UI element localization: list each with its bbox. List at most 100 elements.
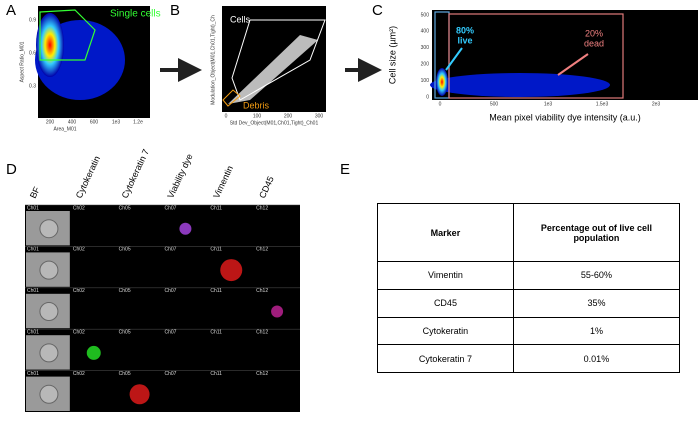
table-cell: Marker [377,203,514,262]
x-tick-label: 1.5e3 [596,101,609,107]
panel-label: A [6,2,16,19]
table-cell: 55-60% [512,261,681,290]
y-tick-label: 0.3 [29,83,36,89]
marker-table: Marker Percentage out of live cell popula… [377,203,681,373]
bf-cell [39,343,59,363]
channel-label: Ch02 [73,247,85,253]
channel-label: Ch11 [210,288,222,294]
x-axis-label: Area_M01 [53,126,76,132]
panel-label: E [340,161,350,178]
column-header: Cytokeratin [74,154,102,199]
stain [86,345,101,360]
y-tick-label: 400 [421,29,430,35]
channel-label: Ch12 [256,247,268,253]
y-axis-label: Cell size (µm²) [387,26,397,84]
channel-label: Ch05 [119,330,131,336]
channel-label: Ch07 [165,247,177,253]
gate-label: Debris [243,100,270,110]
y-tick-label: 0 [426,94,429,100]
channel-label: Ch05 [119,288,131,294]
channel-label: Ch05 [119,371,131,377]
table-cell: Vimentin [377,261,514,290]
bf-cell [39,219,59,239]
gate-label: Single cells [110,9,161,20]
channel-label: Ch01 [27,247,39,253]
gate-label: 80% [456,25,474,35]
table-row: Cytokeratin 7 0.01% [377,344,681,373]
stain [129,384,150,405]
panel-label: B [170,2,180,19]
table-cell: Percentage out of live cell population [512,203,681,262]
channel-label: Ch02 [73,330,85,336]
channel-label: Ch11 [210,330,222,336]
channel-label: Ch07 [165,288,177,294]
channel-label: Ch01 [27,371,39,377]
table-cell: 0.01% [512,344,681,373]
x-axis-label: Std Dev_Object(M01,Ch01,Tight)_Ch01 [230,120,319,126]
density-core [436,68,448,96]
channel-label: Ch07 [165,330,177,336]
y-tick-label: 500 [421,12,430,18]
table-row: Vimentin 55-60% [377,261,681,290]
channel-label: Ch12 [256,371,268,377]
gate [39,9,96,61]
channel-label: Ch02 [73,371,85,377]
channel-label: Ch11 [210,371,222,377]
stain [271,305,284,318]
stain [220,259,243,282]
gate-label: Cells [230,14,251,24]
channel-label: Ch05 [119,205,131,211]
channel-label: Ch02 [73,205,85,211]
table-row: Marker Percentage out of live cell popula… [377,203,681,262]
pointer [557,53,589,76]
y-tick-label: 100 [421,78,430,84]
x-tick-label: 1.2e [133,119,143,125]
x-tick-label: 300 [315,113,324,119]
x-tick-label: 0 [439,101,442,107]
y-axis-label: Modulation_Object(M01,Ch01,Tight)_Ch [210,15,216,105]
x-tick-label: 500 [490,101,499,107]
table-cell: CD45 [377,288,514,318]
pointer [445,47,463,71]
image-grid [25,205,300,412]
bf-cell [39,384,59,404]
x-axis-label: Mean pixel viability dye intensity (a.u.… [489,112,641,122]
channel-label: Ch07 [165,205,177,211]
x-tick-label: 1e3 [544,101,553,107]
channel-label: Ch01 [27,205,39,211]
channel-label: Ch01 [27,288,39,294]
gate [448,13,624,99]
gate-label: live [457,35,472,45]
table-cell: Cytokeratin [377,316,514,346]
channel-label: Ch05 [119,247,131,253]
density [228,35,318,104]
gate [222,89,241,107]
channel-label: Ch12 [256,288,268,294]
y-tick-label: 300 [421,45,430,51]
panel-label: D [6,161,17,178]
x-tick-label: 600 [90,119,99,125]
channel-label: Ch12 [256,330,268,336]
density-core [36,13,64,77]
column-header: Viability dye [165,152,194,200]
x-tick-label: 1e3 [112,119,121,125]
gate [231,19,326,101]
x-tick-label: 200 [284,113,293,119]
column-header: BF [28,185,42,200]
channel-label: Ch11 [210,205,222,211]
y-axis-label: Aspect Ratio_M01 [19,41,25,82]
gate-label: 20% [585,28,603,38]
x-tick-label: 100 [253,113,262,119]
table-cell: 35% [512,288,681,318]
table-cell: Cytokeratin 7 [377,344,514,373]
table-cell: 1% [512,316,681,346]
channel-label: Ch01 [27,330,39,336]
column-header: Cytokeratin 7 [120,148,151,200]
x-tick-label: 2e3 [652,101,661,107]
column-header: Vimentin [211,164,235,200]
y-tick-label: 200 [421,62,430,68]
table-row: CD45 35% [377,288,681,318]
stain [179,222,192,235]
